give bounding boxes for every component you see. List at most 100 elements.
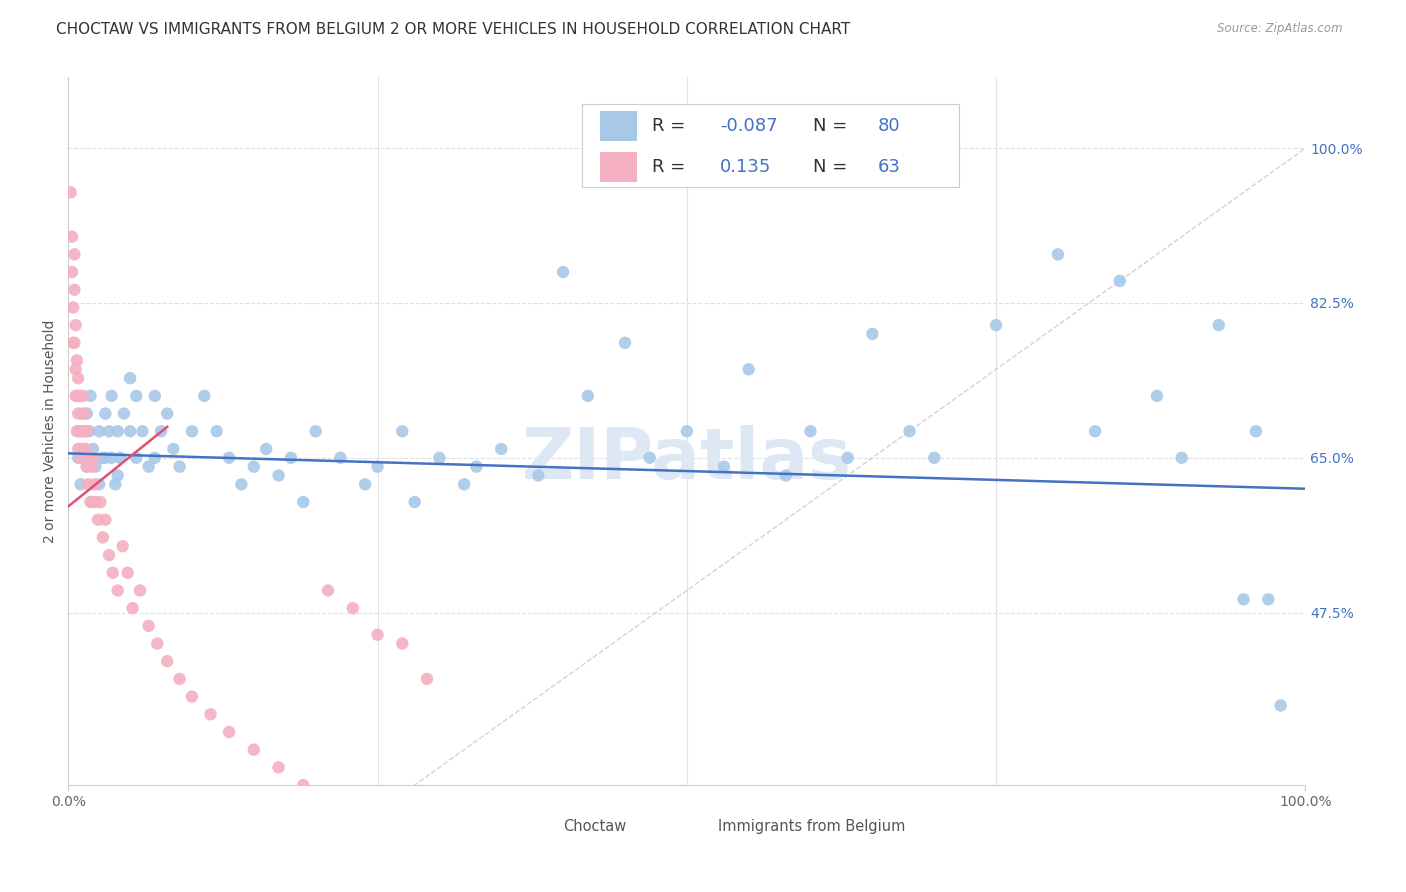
Point [231,477,253,491]
Bar [600,112,637,141]
Point [143,389,166,403]
Point [67,424,90,438]
Point [280,450,302,465]
Text: R =: R = [652,118,692,136]
Point [613,335,636,350]
Point [60,265,83,279]
Text: R =: R = [652,158,692,177]
Point [67,450,90,465]
Point [1232,592,1254,607]
Point [67,442,90,456]
Y-axis label: 2 or more Vehicles in Household: 2 or more Vehicles in Household [44,319,58,543]
Point [70,442,93,456]
Point [156,654,179,668]
Point [62,301,84,315]
Point [453,477,475,491]
Point [354,477,377,491]
Point [84,495,107,509]
Point [67,389,90,403]
Point [72,424,94,438]
Point [120,424,142,438]
Point [77,450,100,465]
Point [76,459,98,474]
Point [66,353,89,368]
Point [76,407,98,421]
Point [465,459,488,474]
Point [69,424,91,438]
Point [267,760,290,774]
Point [100,450,122,465]
FancyBboxPatch shape [582,103,959,187]
Point [65,362,87,376]
Point [131,424,153,438]
Point [1257,592,1279,607]
Point [799,424,821,438]
Point [94,513,117,527]
Text: N =: N = [813,118,853,136]
Point [254,442,277,456]
Point [67,407,90,421]
Point [94,407,117,421]
Point [775,468,797,483]
Point [1270,698,1292,713]
Point [837,450,859,465]
Point [121,601,143,615]
Point [1170,450,1192,465]
Point [87,513,110,527]
Point [898,424,921,438]
Point [156,407,179,421]
Point [80,459,103,474]
Point [860,326,883,341]
Text: Source: ZipAtlas.com: Source: ZipAtlas.com [1218,22,1343,36]
Point [76,424,98,438]
Text: -0.087: -0.087 [720,118,778,136]
Point [162,442,184,456]
Point [713,459,735,474]
Point [101,566,124,580]
Point [120,371,142,385]
Point [63,283,86,297]
Point [94,450,117,465]
Text: 80: 80 [877,118,900,136]
Point [1108,274,1130,288]
Point [60,229,83,244]
Point [91,450,114,465]
Point [129,583,152,598]
Point [125,450,148,465]
Point [67,371,90,385]
Point [342,601,364,615]
Point [82,450,104,465]
Point [84,459,107,474]
Point [66,389,89,403]
Point [76,459,98,474]
Point [292,495,315,509]
Point [107,468,129,483]
Point [737,362,759,376]
Point [181,424,204,438]
Point [100,389,122,403]
Text: 0.135: 0.135 [720,158,772,177]
Point [1208,318,1230,332]
Point [89,424,111,438]
Point [72,389,94,403]
Point [70,407,93,421]
Point [404,495,426,509]
Point [551,265,574,279]
Point [367,459,389,474]
FancyBboxPatch shape [672,814,711,838]
Point [75,442,97,456]
Point [138,619,160,633]
Text: Immigrants from Belgium: Immigrants from Belgium [717,819,905,834]
Point [169,459,191,474]
Bar [600,153,637,182]
Point [77,424,100,438]
Point [527,468,550,483]
Point [429,450,451,465]
Point [69,450,91,465]
Point [922,450,945,465]
Point [150,424,173,438]
Point [205,424,228,438]
Text: Choctaw: Choctaw [562,819,626,834]
Point [267,468,290,483]
Point [1046,247,1069,261]
